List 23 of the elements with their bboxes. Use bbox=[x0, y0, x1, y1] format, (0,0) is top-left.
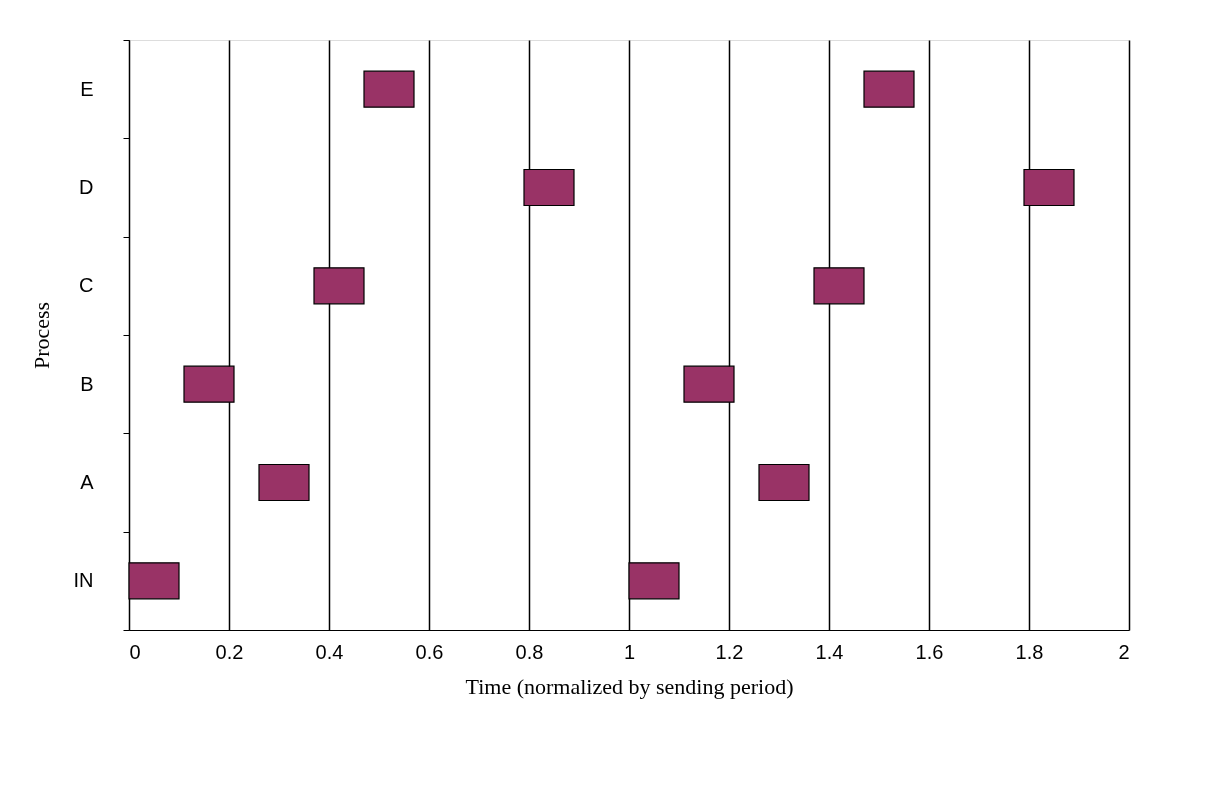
bar bbox=[258, 463, 310, 502]
x-tick-label: 0 bbox=[129, 640, 141, 663]
x-tick-label: 0.6 bbox=[415, 640, 444, 663]
x-tick-label: 1.4 bbox=[815, 640, 844, 663]
x-tick-label: 1 bbox=[623, 640, 636, 663]
x-tick-label: 2 bbox=[1118, 640, 1130, 663]
y-tick-label: A bbox=[80, 471, 95, 493]
y-tick-label: E bbox=[80, 77, 94, 100]
bar bbox=[363, 70, 415, 108]
x-tick-label: 0.8 bbox=[515, 640, 544, 663]
x-tick-label: 1.6 bbox=[915, 640, 944, 663]
x-tick-label: 0.2 bbox=[215, 640, 244, 663]
y-tick-label: B bbox=[80, 372, 94, 395]
y-axis-title: Process bbox=[28, 301, 54, 370]
bar bbox=[758, 463, 810, 502]
x-tick-label: 1.2 bbox=[715, 640, 744, 663]
bar bbox=[863, 70, 915, 108]
x-tick-label: 1.8 bbox=[1015, 640, 1044, 663]
x-axis-title: Time (normalized by sending period) bbox=[465, 673, 794, 699]
x-tick-label: 0.4 bbox=[315, 640, 344, 663]
y-tick-label: D bbox=[79, 176, 94, 198]
y-tick-label: IN bbox=[73, 569, 94, 592]
y-tick-label: C bbox=[79, 274, 94, 297]
